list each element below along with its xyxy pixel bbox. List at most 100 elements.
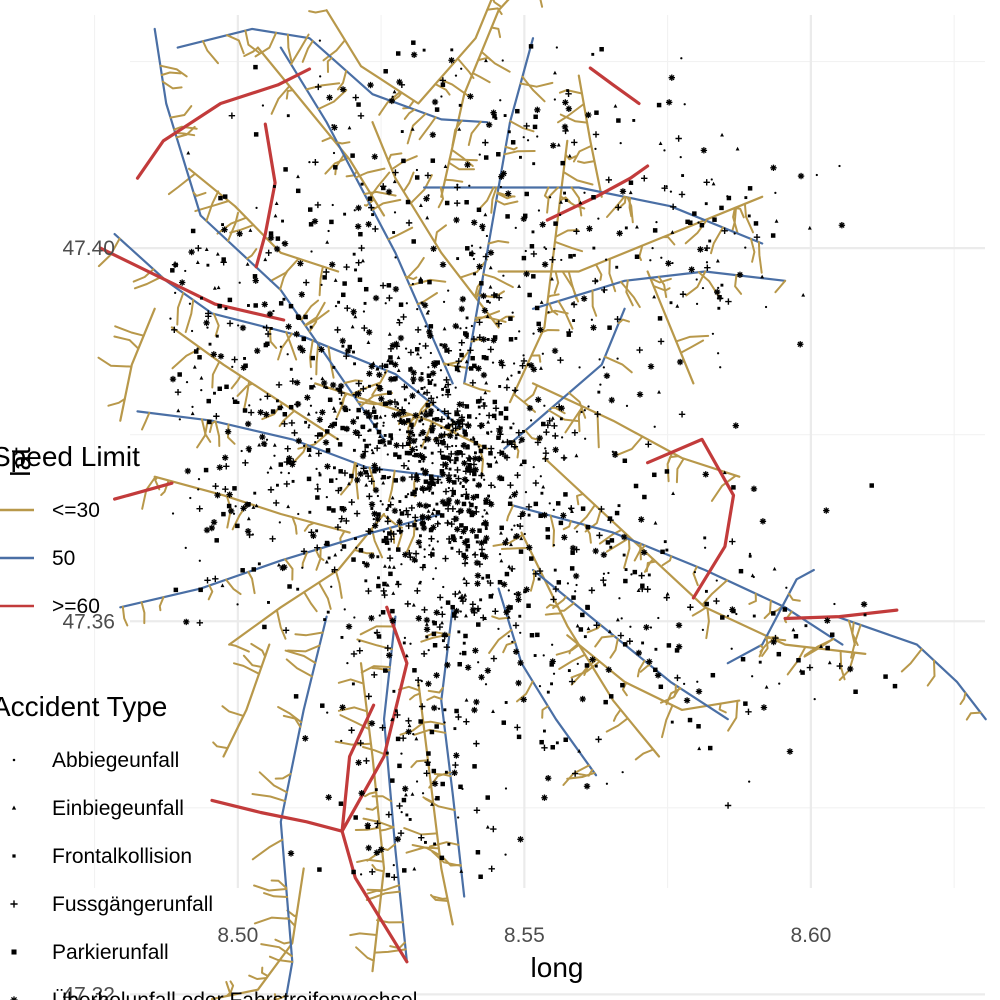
accident-point xyxy=(448,467,452,471)
side-street xyxy=(616,435,644,456)
accident-point xyxy=(427,399,430,402)
accident-point xyxy=(735,146,740,151)
side-street xyxy=(413,728,447,736)
accident-point xyxy=(543,404,546,407)
accident-point xyxy=(224,307,228,311)
accident-point xyxy=(260,440,268,447)
accident-point xyxy=(504,571,510,577)
side-street xyxy=(573,504,596,530)
accident-point xyxy=(519,155,522,159)
side-street xyxy=(406,112,427,145)
accident-point xyxy=(423,770,430,777)
accident-point xyxy=(412,866,417,871)
accident-point xyxy=(514,336,518,340)
accident-point xyxy=(417,452,424,459)
side-street xyxy=(598,528,623,545)
accident-point xyxy=(319,409,326,416)
accident-point xyxy=(337,300,341,304)
side-street xyxy=(254,31,278,58)
accident-point xyxy=(501,439,505,444)
accident-point xyxy=(550,142,557,149)
side-street xyxy=(270,879,288,889)
accident-point xyxy=(275,483,279,487)
accident-point xyxy=(467,347,474,354)
accident-point xyxy=(297,512,300,516)
accident-point xyxy=(825,645,830,651)
side-street xyxy=(628,196,633,218)
accident-point xyxy=(654,647,658,651)
accident-point xyxy=(744,246,747,249)
accident-point xyxy=(440,481,443,484)
accident-point xyxy=(248,228,253,232)
accident-point xyxy=(371,409,377,414)
accident-point xyxy=(352,391,359,398)
accident-point xyxy=(323,268,330,276)
accident-point xyxy=(396,580,400,584)
accident-point xyxy=(318,471,321,474)
accident-point xyxy=(400,313,407,321)
side-street xyxy=(176,292,185,326)
accident-point xyxy=(499,525,504,531)
accident-point xyxy=(431,768,437,774)
accident-point xyxy=(398,428,401,431)
accident-point xyxy=(387,504,391,508)
accident-point xyxy=(735,612,738,616)
accident-point xyxy=(423,446,427,450)
accident-point xyxy=(695,302,699,306)
accident-point xyxy=(764,305,768,309)
accident-point xyxy=(304,394,311,401)
accident-point xyxy=(499,185,503,189)
accident-point xyxy=(385,515,390,519)
accident-point xyxy=(421,792,425,795)
accident-point xyxy=(288,419,296,427)
accident-point xyxy=(628,190,633,195)
accident-point xyxy=(338,397,341,401)
accident-point xyxy=(435,502,439,506)
side-street xyxy=(564,153,577,161)
accident-point xyxy=(726,614,730,617)
accident-point xyxy=(267,486,275,493)
accident-point xyxy=(176,408,181,413)
accident-point xyxy=(453,607,460,615)
accident-point xyxy=(444,443,451,450)
accident-point xyxy=(400,409,407,416)
accident-point xyxy=(407,402,411,405)
accident-point xyxy=(459,348,462,352)
accident-point xyxy=(592,131,600,138)
accident-point xyxy=(242,459,249,467)
accident-point xyxy=(670,720,674,724)
accident-point xyxy=(469,502,474,508)
side-street xyxy=(113,335,140,350)
accident-point xyxy=(500,170,507,177)
accident-point xyxy=(512,438,517,443)
accident-point xyxy=(383,535,389,541)
side-street xyxy=(639,544,646,561)
side-street xyxy=(194,200,230,213)
accident-point xyxy=(392,565,396,569)
accident-point xyxy=(335,387,339,391)
accident-point xyxy=(458,784,463,790)
accident-point xyxy=(371,510,378,517)
accident-point xyxy=(695,688,703,695)
side-street xyxy=(243,46,259,57)
accident-point xyxy=(544,447,547,450)
accident-point xyxy=(217,386,222,392)
accident-point xyxy=(764,684,769,689)
accident-point xyxy=(482,253,490,260)
accident-point xyxy=(293,694,299,699)
accident-point xyxy=(617,632,625,639)
accident-point xyxy=(570,509,574,513)
accident-point xyxy=(465,246,470,251)
accident-point xyxy=(310,355,315,361)
side-street xyxy=(541,329,560,333)
accident-point xyxy=(530,366,538,373)
accident-point xyxy=(374,515,381,523)
accident-point xyxy=(420,372,424,375)
accident-point xyxy=(476,622,481,627)
side-street xyxy=(424,797,456,811)
accident-point xyxy=(717,286,720,289)
accident-point xyxy=(461,539,469,546)
accident-point xyxy=(395,51,401,56)
